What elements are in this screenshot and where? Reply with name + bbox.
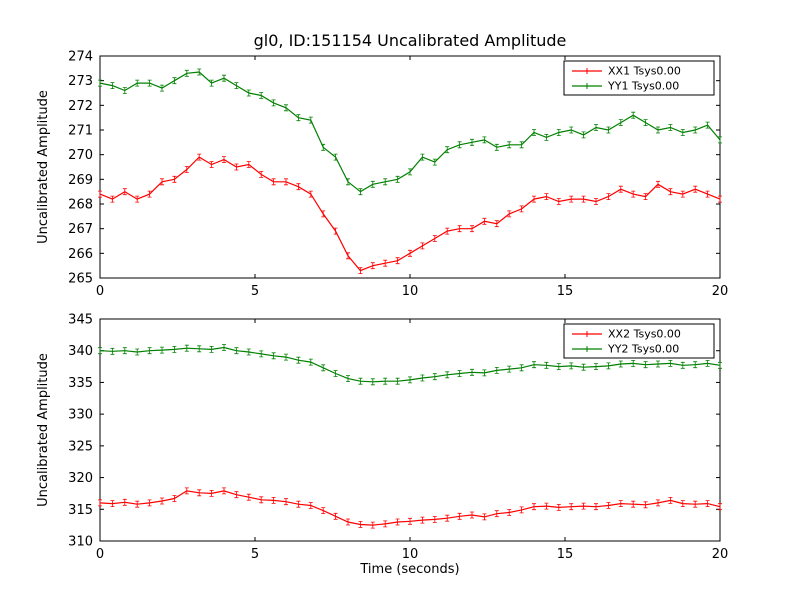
y-tick-label: 273 xyxy=(68,74,93,89)
y-tick-label: 268 xyxy=(68,198,93,213)
series-line xyxy=(99,346,721,383)
x-axis-label: Time (seconds) xyxy=(359,562,459,577)
series-line xyxy=(99,156,721,272)
legend-label: XX2 Tsys0.00 xyxy=(608,328,681,341)
y-tick-label: 267 xyxy=(68,222,93,237)
figure-title: gl0, ID:151154 Uncalibrated Amplitude xyxy=(254,31,567,50)
y-tick-label: 271 xyxy=(68,124,93,139)
legend xyxy=(563,60,715,96)
y-tick-label: 270 xyxy=(68,148,93,163)
y-tick-label: 330 xyxy=(68,408,93,423)
y-tick-label: 274 xyxy=(68,50,93,65)
y-tick-label: 265 xyxy=(68,272,93,287)
bottom-y-axis-label: Uncalibrated Amplitude xyxy=(36,353,51,507)
x-tick-label: 0 xyxy=(96,547,104,562)
x-tick-label: 5 xyxy=(251,284,259,299)
y-tick-label: 340 xyxy=(68,344,93,359)
x-tick-label: 10 xyxy=(402,284,419,299)
legend-label: YY1 Tsys0.00 xyxy=(607,80,679,93)
x-tick-label: 5 xyxy=(251,547,259,562)
y-tick-label: 315 xyxy=(68,503,93,518)
legend-label: YY2 Tsys0.00 xyxy=(607,343,679,356)
series-line xyxy=(99,490,721,526)
error-bars xyxy=(98,487,722,529)
y-tick-label: 325 xyxy=(68,439,93,454)
y-tick-label: 272 xyxy=(68,99,93,114)
y-tick-label: 310 xyxy=(68,535,93,550)
x-tick-label: 10 xyxy=(402,547,419,562)
series-line xyxy=(99,71,721,193)
x-tick-label: 15 xyxy=(557,547,574,562)
y-tick-label: 335 xyxy=(68,376,93,391)
y-tick-label: 320 xyxy=(68,471,93,486)
x-tick-label: 15 xyxy=(557,284,574,299)
x-tick-label: 0 xyxy=(96,284,104,299)
y-tick-label: 266 xyxy=(68,247,93,262)
x-tick-label: 20 xyxy=(712,547,729,562)
y-tick-label: 269 xyxy=(68,173,93,188)
legend xyxy=(563,323,715,359)
subplot-1: 0 5 10 15 20 310 315 320 325 330 335 340 345 XX2 Tsys… xyxy=(68,313,728,563)
subplot-0: 0 5 10 15 20 265 266 267 268 269 270 271 272 273 274 XX… xyxy=(68,50,728,300)
x-tick-label: 20 xyxy=(712,284,729,299)
y-tick-label: 345 xyxy=(68,313,93,328)
legend-label: XX1 Tsys0.00 xyxy=(608,65,681,78)
top-y-axis-label: Uncalibrated Amplitude xyxy=(36,90,51,244)
